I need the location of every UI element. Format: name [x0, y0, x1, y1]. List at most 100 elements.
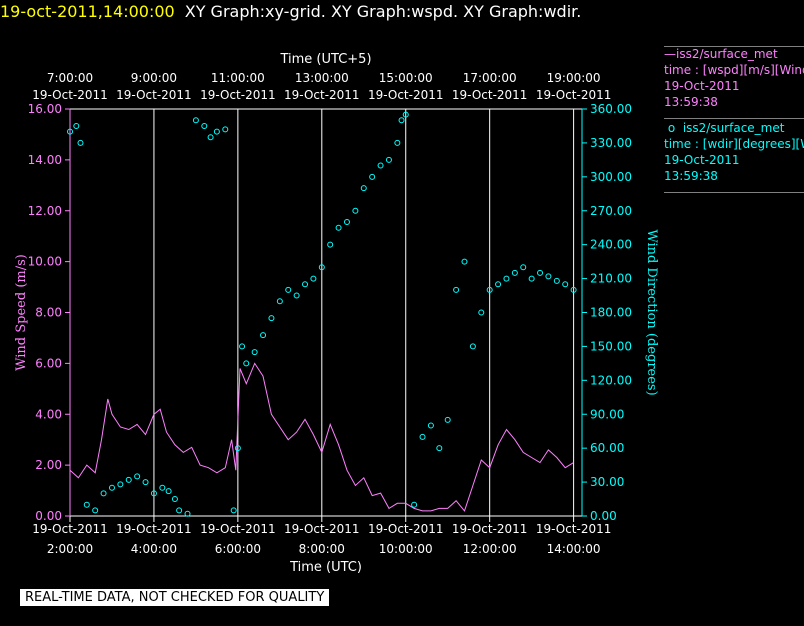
bottom-tick-date: 19-Oct-2011: [536, 522, 612, 536]
wdir-data-point: [419, 433, 426, 440]
top-tick-date: 19-Oct-2011: [200, 88, 276, 102]
wdir-data-point: [570, 286, 577, 293]
wdir-data-point: [553, 277, 560, 284]
circle-marker-icon: o: [667, 121, 676, 135]
bottom-tick-date: 19-Oct-2011: [32, 522, 108, 536]
y-right-tick-label: 300.00: [590, 170, 632, 184]
wdir-data-point: [537, 269, 544, 276]
legend-date: 19-Oct-2011: [664, 153, 740, 167]
wdir-data-point: [461, 258, 468, 265]
wdir-data-point: [453, 286, 460, 293]
wdir-data-point: [230, 507, 237, 514]
y-right-tick-label: 360.00: [590, 102, 632, 116]
y-left-tick-label: 16.00: [28, 102, 62, 116]
top-tick-date: 19-Oct-2011: [452, 88, 528, 102]
graph-titles: XY Graph:xy-grid. XY Graph:wspd. XY Grap…: [184, 2, 582, 21]
bottom-tick-date: 19-Oct-2011: [452, 522, 528, 536]
wdir-data-point: [276, 298, 283, 305]
wdir-data-point: [436, 445, 443, 452]
wdir-data-point: [125, 476, 132, 483]
wdir-data-point: [239, 343, 246, 350]
legend-date: 19-Oct-2011: [664, 79, 740, 93]
wdir-data-point: [201, 122, 208, 129]
wdir-data-point: [176, 507, 183, 514]
legend-time: 13:59:38: [664, 169, 718, 183]
wdir-data-point: [335, 224, 342, 231]
wdir-data-point: [213, 128, 220, 135]
wdir-data-point: [117, 481, 124, 488]
wdir-data-point: [318, 264, 325, 271]
timestamp: 19-oct-2011,14:00:00: [0, 2, 175, 21]
wdir-data-point: [486, 286, 493, 293]
wdir-data-point: [394, 139, 401, 146]
y-left-tick-label: 8.00: [35, 306, 62, 320]
wdir-data-point: [503, 275, 510, 282]
wdir-data-point: [83, 501, 90, 508]
top-tick-time: 17:00:00: [463, 71, 517, 85]
top-tick-date: 19-Oct-2011: [116, 88, 192, 102]
top-tick-time: 15:00:00: [379, 71, 433, 85]
wdir-data-point: [207, 134, 214, 141]
wdir-data-point: [108, 484, 115, 491]
legend-series-name: iss2/surface_met: [682, 121, 785, 135]
wdir-data-point: [377, 162, 384, 169]
bottom-tick-time: 2:00:00: [47, 542, 93, 556]
bottom-tick-date: 19-Oct-2011: [284, 522, 360, 536]
wdir-data-point: [73, 122, 80, 129]
y-right-tick-label: 30.00: [590, 475, 624, 489]
wdir-data-point: [243, 360, 250, 367]
wdir-data-point: [171, 496, 178, 503]
top-tick-time: 19:00:00: [547, 71, 601, 85]
y-right-tick-label: 270.00: [590, 204, 632, 218]
legend-divider: [664, 118, 804, 119]
wdir-data-point: [360, 185, 367, 192]
wdir-data-point: [302, 281, 309, 288]
wdir-data-point: [478, 309, 485, 316]
wdir-data-point: [545, 273, 552, 280]
wdir-data-point: [251, 349, 258, 356]
wdir-data-point: [285, 286, 292, 293]
legend-variable: time : [wspd][m/s][Wind: [664, 63, 804, 77]
y-left-tick-label: 12.00: [28, 204, 62, 218]
y-left-tick-label: 10.00: [28, 255, 62, 269]
y-right-tick-label: 210.00: [590, 272, 632, 286]
legend-series-name: iss2/surface_met: [676, 47, 778, 61]
wdir-data-point: [184, 510, 191, 517]
top-tick-time: 7:00:00: [47, 71, 93, 85]
chart-header: 19-oct-2011,14:00:00 XY Graph:xy-grid. XY…: [0, 2, 581, 21]
top-tick-date: 19-Oct-2011: [32, 88, 108, 102]
y-right-tick-label: 330.00: [590, 136, 632, 150]
wdir-data-point: [268, 315, 275, 322]
y-right-tick-label: 90.00: [590, 407, 624, 421]
wdir-data-point: [142, 479, 149, 486]
y-left-tick-label: 4.00: [35, 407, 62, 421]
wdir-data-point: [234, 445, 241, 452]
bottom-tick-date: 19-Oct-2011: [368, 522, 444, 536]
y-left-tick-label: 14.00: [28, 153, 62, 167]
y-right-tick-label: 180.00: [590, 306, 632, 320]
bottom-tick-time: 10:00:00: [379, 542, 433, 556]
wdir-data-point: [77, 139, 84, 146]
y-left-tick-label: 2.00: [35, 458, 62, 472]
line-marker-icon: —: [664, 47, 676, 61]
y-left-tick-label: 6.00: [35, 356, 62, 370]
wdir-data-point: [165, 488, 172, 495]
wdir-data-point: [92, 507, 99, 514]
legend-divider: [664, 46, 804, 47]
wdir-data-point: [427, 422, 434, 429]
wdir-data-point: [343, 219, 350, 226]
y-right-tick-label: 240.00: [590, 238, 632, 252]
wdir-data-point: [511, 269, 518, 276]
wdir-data-point: [520, 264, 527, 271]
legend-variable: time : [wdir][degrees][W: [664, 137, 804, 151]
y-right-axis-label: Wind Direction (degrees): [644, 229, 659, 395]
wdir-data-point: [260, 332, 267, 339]
bottom-tick-time: 14:00:00: [547, 542, 601, 556]
y-left-tick-label: 0.00: [35, 509, 62, 523]
wdir-data-point: [469, 343, 476, 350]
wdir-data-point: [444, 416, 451, 423]
x-axis-label: Time (UTC): [289, 560, 362, 575]
legend-time: 13:59:38: [664, 95, 718, 109]
wdir-data-point: [310, 275, 317, 282]
bottom-tick-time: 4:00:00: [131, 542, 177, 556]
